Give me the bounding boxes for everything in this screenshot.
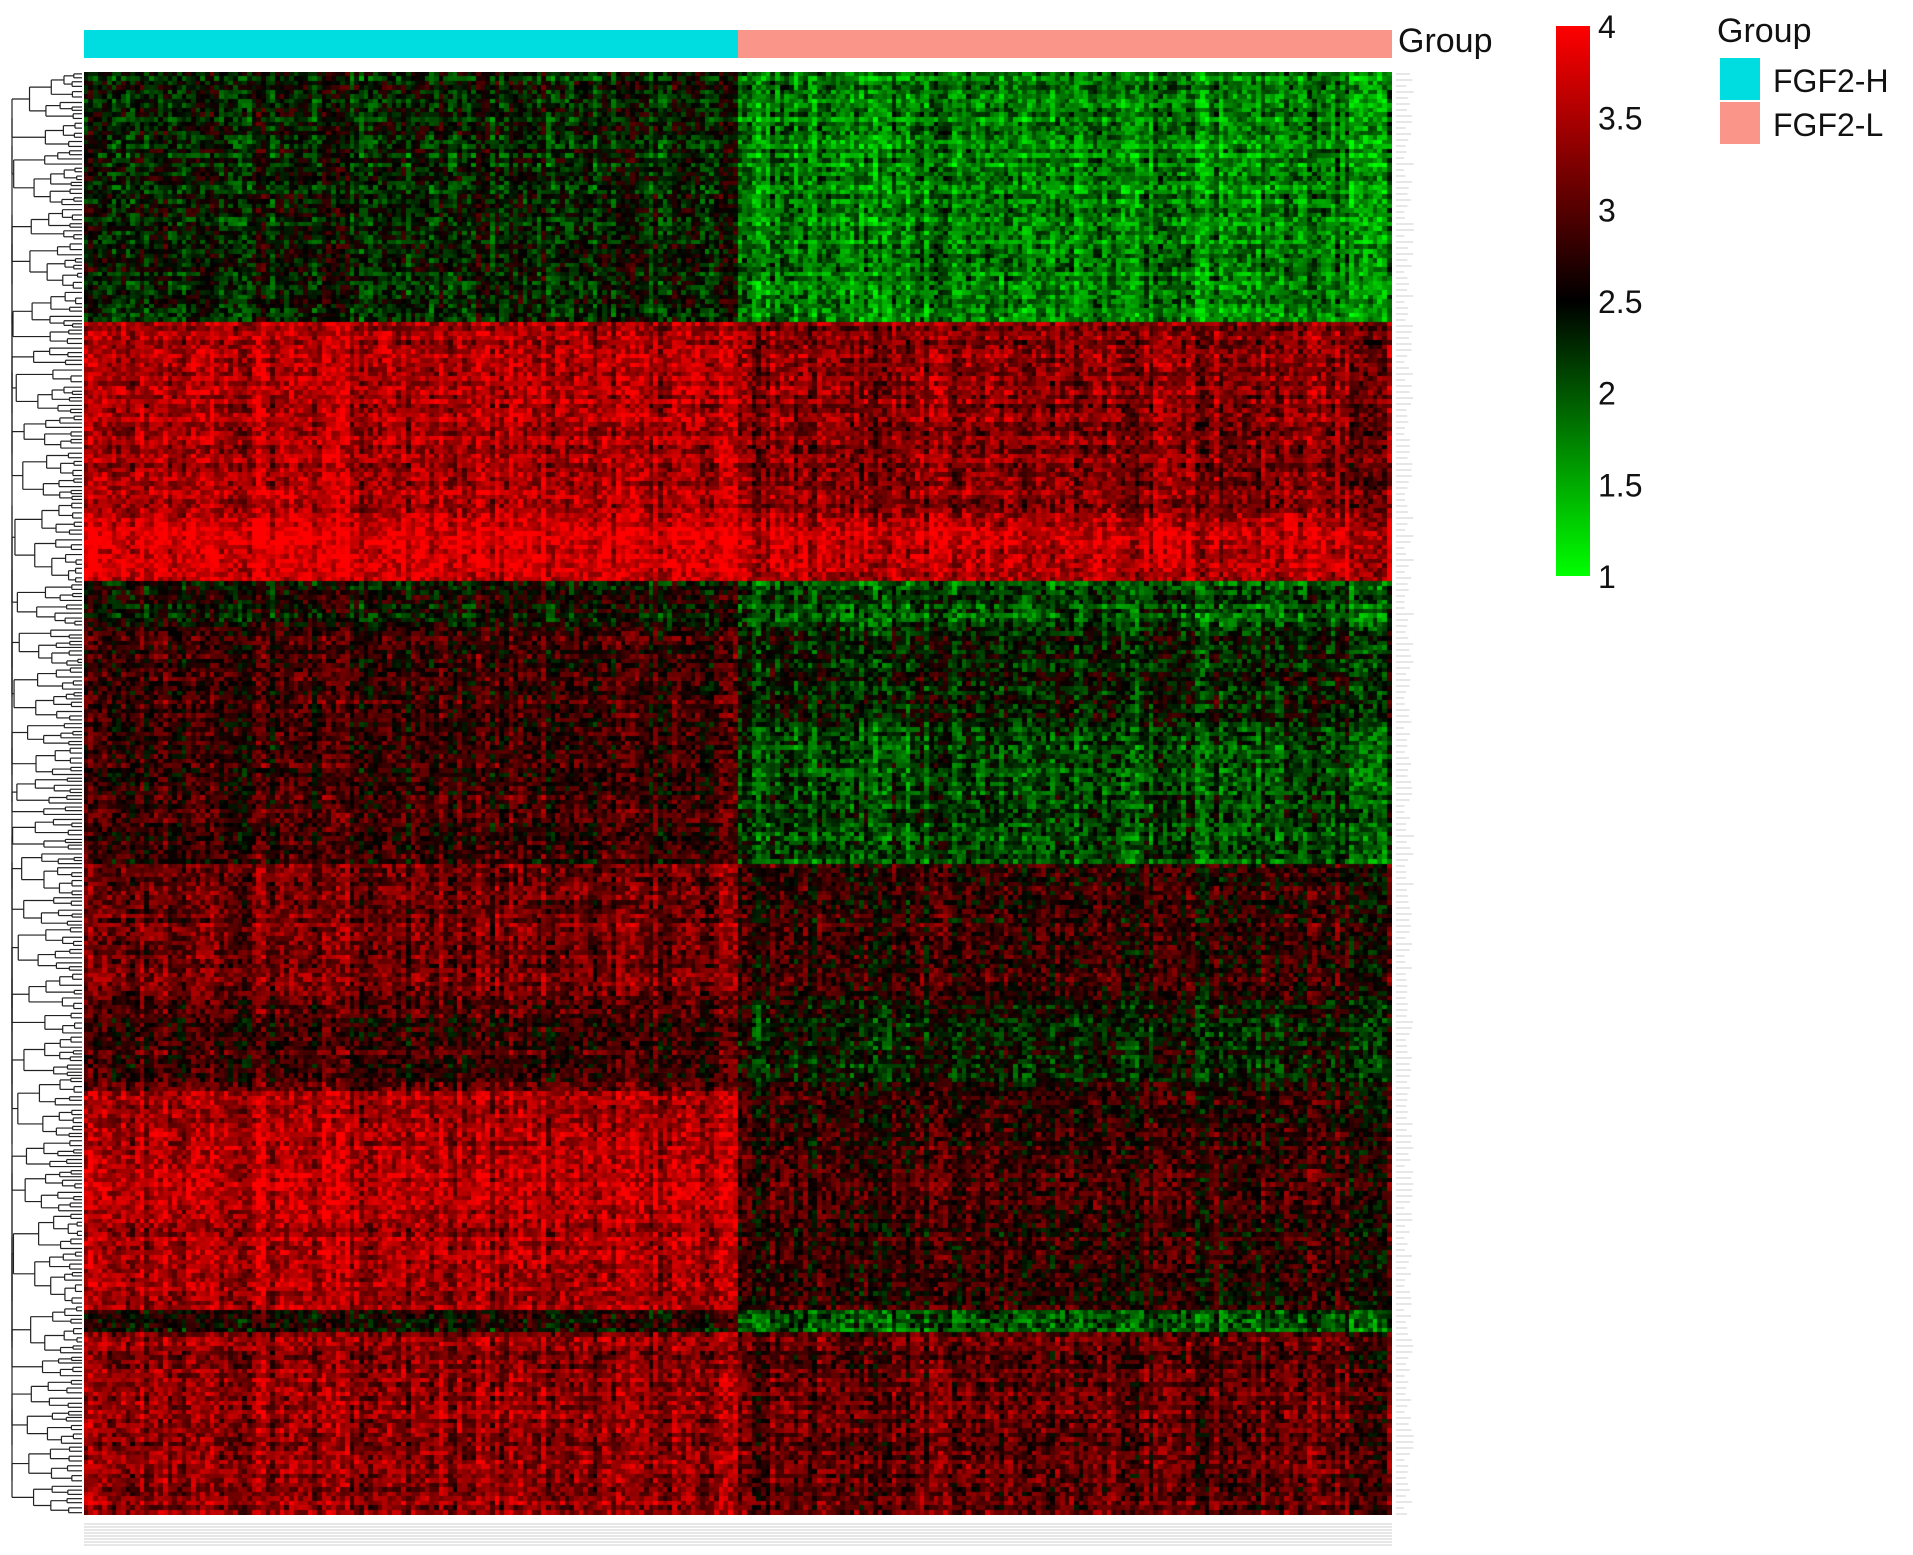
group-bar-fgf2-l [738, 30, 1392, 58]
legend-swatch-fgf2-l [1720, 102, 1760, 144]
colorbar-ticks: 4 3.5 3 2.5 2 1.5 1 [1598, 9, 1642, 595]
annotation-label: Group [1398, 22, 1493, 60]
colorbar-tick-label: 1.5 [1598, 467, 1642, 503]
legend-title: Group [1717, 12, 1812, 50]
group-annotation-bar [84, 30, 1392, 58]
row-dendrogram [11, 73, 82, 1514]
colorbar [1556, 26, 1590, 576]
legend-label-fgf2-h: FGF2-H [1773, 63, 1889, 99]
legend-label-fgf2-l: FGF2-L [1773, 107, 1883, 143]
row-label-ticks [1396, 73, 1414, 1515]
heatmap-cells [84, 72, 1392, 1515]
colorbar-tick-label: 3.5 [1598, 101, 1642, 137]
colorbar-tick-label: 2.5 [1598, 284, 1642, 320]
legend-swatch-fgf2-h [1720, 58, 1760, 100]
colorbar-tick-label: 2 [1598, 376, 1616, 412]
colorbar-tick-label: 1 [1598, 559, 1616, 595]
group-legend: Group FGF2-H FGF2-L [1717, 12, 1889, 144]
column-label-ticks [84, 1523, 1392, 1546]
group-bar-fgf2-h [84, 30, 738, 58]
colorbar-tick-label: 3 [1598, 192, 1616, 228]
colorbar-tick-label: 4 [1598, 9, 1616, 45]
